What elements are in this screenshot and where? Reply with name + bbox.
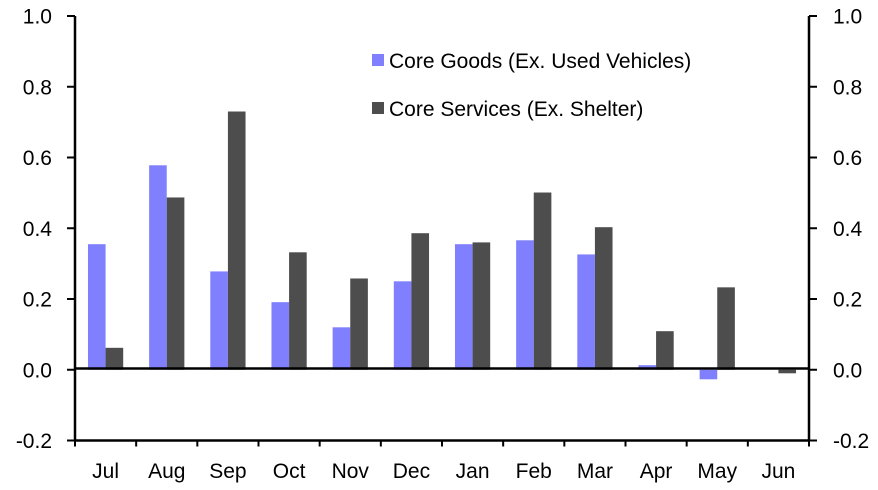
x-tick-label-mar: Mar <box>577 460 613 483</box>
bar-core-goods-jan <box>454 244 473 370</box>
bar-core-services-sep <box>227 111 246 370</box>
left-y-tick-label: 0.6 <box>23 147 52 170</box>
bar-core-services-nov <box>350 278 368 370</box>
right-y-tick-label: 1.0 <box>833 6 862 29</box>
bar-core-goods-dec <box>393 281 412 370</box>
bar-core-services-mar <box>594 227 613 370</box>
bar-core-goods-jul <box>87 244 106 370</box>
bar-core-goods-aug <box>149 165 167 370</box>
bar-core-services-apr <box>656 331 674 370</box>
bar-core-services-oct <box>289 252 307 370</box>
legend-item-core-goods: Core Goods (Ex. Used Vehicles) <box>372 50 691 73</box>
right-y-tick-label: 0.2 <box>833 289 862 312</box>
bar-core-services-may <box>717 287 735 370</box>
legend-swatch-core-services <box>372 102 384 114</box>
bar-core-services-feb <box>533 192 552 370</box>
left-y-tick-label: 0.2 <box>23 289 52 312</box>
left-y-tick-label: 0.0 <box>23 359 52 382</box>
x-tick-label-jun: Jun <box>761 460 795 483</box>
bar-core-goods-nov <box>332 327 351 370</box>
x-tick-label-jul: Jul <box>92 460 119 483</box>
left-y-tick-label: 0.4 <box>23 218 53 241</box>
right-y-tick-label: 0.4 <box>833 218 863 241</box>
x-tick-label-sep: Sep <box>209 460 246 483</box>
bar-core-goods-sep <box>210 271 228 370</box>
x-tick-label-dec: Dec <box>393 460 430 483</box>
x-tick-label-oct: Oct <box>273 460 306 483</box>
left-y-ticks: 1.0 0.8 0.6 0.4 0.2 0.0 -0.2 <box>16 6 75 453</box>
left-y-tick-label: -0.2 <box>16 430 52 453</box>
right-y-tick-label: 0.6 <box>833 147 862 170</box>
x-tick-label-aug: Aug <box>148 460 185 483</box>
x-tick-label-jan: Jan <box>456 460 490 483</box>
bar-core-goods-oct <box>271 302 290 370</box>
axes-group <box>73 16 811 442</box>
right-y-tick-label: 0.8 <box>833 76 862 99</box>
bar-core-services-aug <box>166 197 185 370</box>
right-y-ticks: 1.0 0.8 0.6 0.4 0.2 0.0 -0.2 <box>809 6 869 453</box>
x-tick-label-feb: Feb <box>516 460 552 483</box>
legend-label-core-services: Core Services (Ex. Shelter) <box>389 98 643 121</box>
bar-core-services-jan <box>472 242 491 370</box>
x-tick-label-may: May <box>697 460 737 483</box>
bar-core-goods-feb <box>516 240 534 370</box>
bar-core-goods-mar <box>577 254 595 370</box>
bars-group <box>87 111 797 380</box>
legend-item-core-services: Core Services (Ex. Shelter) <box>372 98 643 121</box>
right-y-tick-label: -0.2 <box>833 430 869 453</box>
legend-swatch-core-goods <box>372 54 384 66</box>
left-y-tick-label: 0.8 <box>23 76 52 99</box>
bar-core-services-dec <box>411 233 430 370</box>
bar-core-services-jun <box>778 369 797 374</box>
x-ticks: Jul Aug Sep Oct Nov Dec Jan Feb Mar Apr May Jun <box>74 440 810 483</box>
right-y-tick-label: 0.0 <box>833 359 862 382</box>
bar-core-services-jul <box>105 347 124 370</box>
legend-label-core-goods: Core Goods (Ex. Used Vehicles) <box>389 50 691 73</box>
x-tick-label-nov: Nov <box>332 460 370 483</box>
x-tick-label-apr: Apr <box>640 460 673 483</box>
legend: Core Goods (Ex. Used Vehicles) Core Serv… <box>372 50 691 121</box>
left-y-tick-label: 1.0 <box>23 6 52 29</box>
bar-core-goods-may <box>699 369 718 380</box>
